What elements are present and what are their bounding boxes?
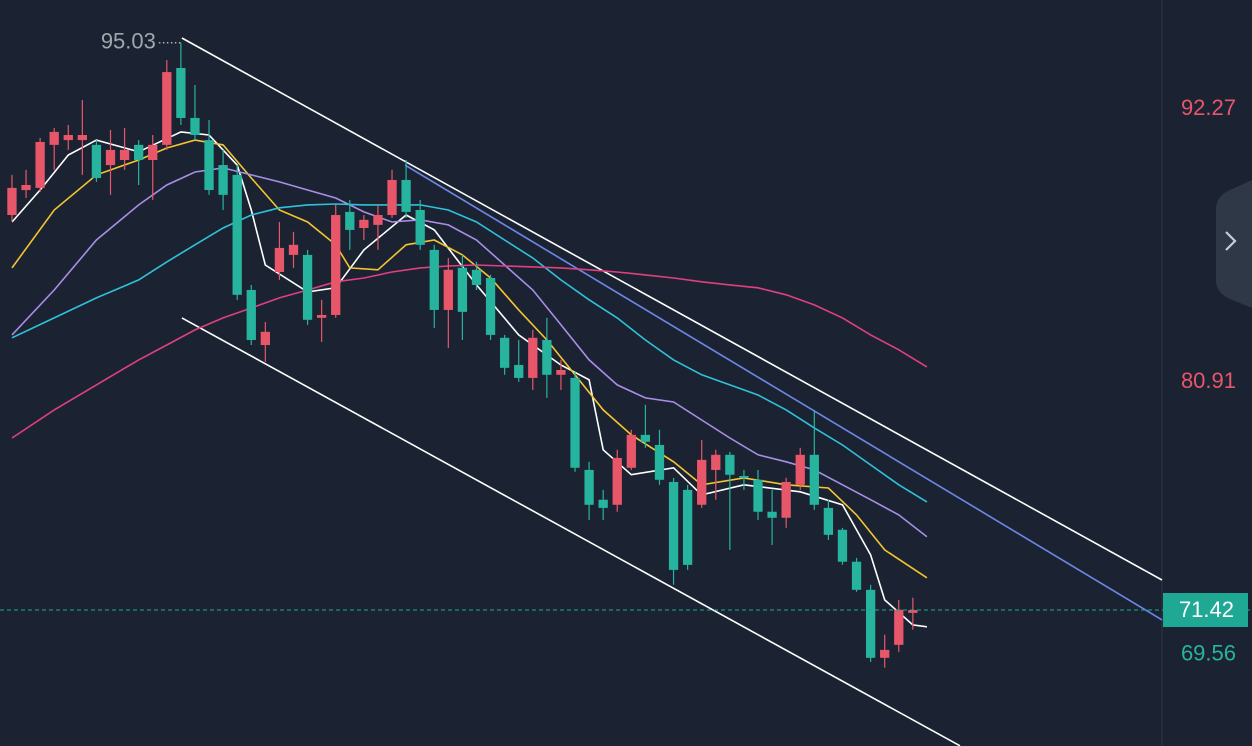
candle-body — [119, 149, 130, 161]
moving-average-line — [11, 131, 928, 628]
candle-body — [7, 187, 17, 216]
candle-body — [387, 179, 397, 216]
candle-body — [626, 434, 636, 468]
candle-body — [823, 507, 834, 535]
candle-body — [331, 215, 341, 315]
collapse-tab[interactable] — [1216, 180, 1252, 308]
y-tick-label: 92.27 — [1181, 95, 1236, 120]
candle-body — [443, 269, 453, 310]
trend-line — [404, 164, 1163, 621]
candle-body — [837, 529, 848, 562]
candle-body — [556, 369, 566, 375]
moving-average-line — [11, 203, 928, 503]
candle-body — [725, 454, 735, 475]
candle-body — [640, 434, 651, 442]
candle-body — [584, 469, 594, 505]
candle-body — [148, 144, 158, 161]
last-price-label: 71.42 — [1179, 597, 1234, 622]
candle-body — [345, 211, 355, 230]
trend-line — [181, 317, 961, 746]
candle-body — [894, 609, 904, 645]
moving-average-line — [11, 264, 928, 439]
candle-body — [77, 135, 87, 141]
candle-body — [711, 454, 721, 470]
candle-body — [91, 144, 102, 179]
candle-body — [316, 314, 327, 318]
plot-area: 95.03 — [0, 29, 1252, 746]
candle-body — [401, 179, 411, 212]
candle-body — [63, 135, 73, 141]
candle-body — [190, 117, 200, 136]
candle-body — [232, 174, 242, 295]
candle-body — [359, 219, 369, 229]
candle-body — [908, 610, 918, 613]
candle-body — [204, 140, 214, 191]
candle-body — [471, 269, 482, 285]
candle-body — [781, 481, 791, 518]
candle-body — [274, 247, 285, 272]
candle-body — [514, 364, 524, 378]
price-axis: 71.42 92.27 80.91 69.56 — [1163, 95, 1248, 666]
candle-body — [865, 589, 876, 658]
candle-body — [246, 289, 256, 340]
candle-body — [35, 141, 45, 188]
moving-average-line — [11, 139, 928, 579]
candle-body — [739, 475, 749, 478]
candle-body — [134, 144, 144, 161]
candle-body — [612, 457, 622, 505]
moving-average-line — [11, 167, 928, 538]
y-tick-label: 80.91 — [1181, 368, 1236, 393]
candle-body — [654, 444, 665, 480]
candle-body — [499, 337, 510, 368]
candle-body — [260, 331, 270, 346]
candle-body — [373, 215, 383, 225]
candle-body — [682, 489, 693, 565]
candle-body — [429, 249, 439, 310]
candle-body — [542, 339, 552, 375]
trend-line — [181, 37, 1163, 581]
candle-body — [851, 561, 862, 590]
candle-body — [753, 479, 763, 512]
candle-body — [570, 377, 580, 468]
candle-body — [697, 459, 707, 505]
candle-body — [457, 267, 468, 312]
candle-body — [668, 481, 679, 570]
candle-body — [176, 67, 186, 118]
high-label: 95.03 — [101, 29, 156, 54]
candle-body — [218, 165, 228, 195]
candle-body — [415, 209, 425, 245]
candle-body — [809, 454, 819, 505]
candle-body — [767, 511, 777, 518]
y-tick-label: 69.56 — [1181, 641, 1236, 666]
candle-body — [880, 649, 890, 658]
candle-body — [598, 499, 608, 508]
candle-body — [105, 149, 116, 166]
candle-body — [49, 131, 59, 145]
candle-body — [162, 72, 172, 145]
candle-body — [21, 184, 31, 191]
candle-body — [485, 277, 496, 335]
candle-body — [302, 254, 313, 320]
candle-body — [795, 454, 805, 485]
candle-body — [528, 337, 538, 378]
candle-body — [288, 244, 299, 255]
last-price-box — [1163, 593, 1248, 628]
